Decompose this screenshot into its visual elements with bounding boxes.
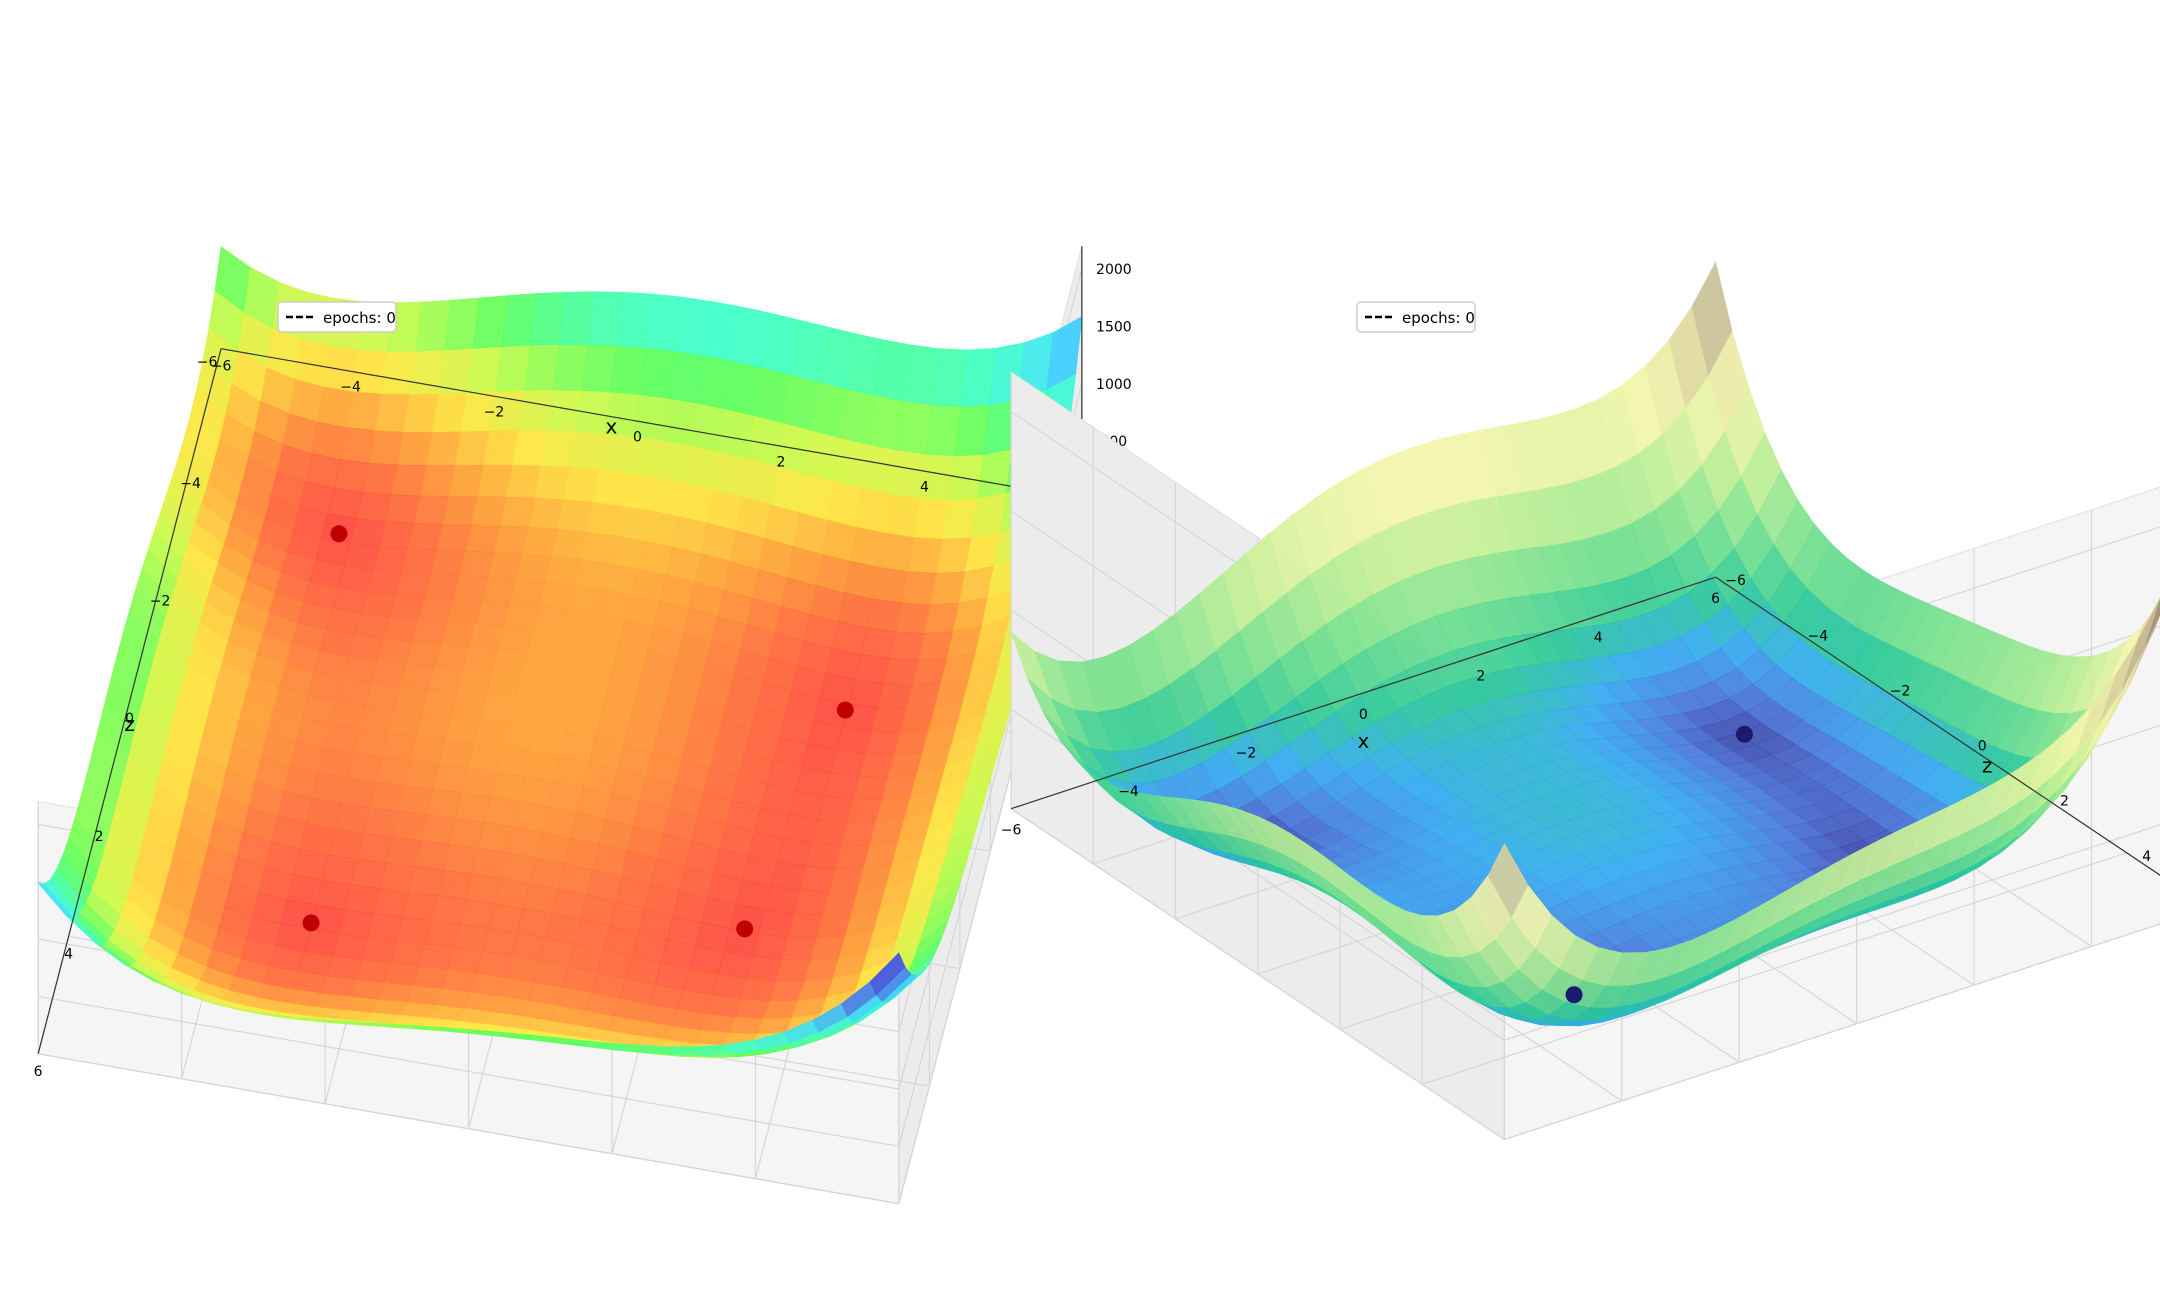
vertical-tick-label: 1000 bbox=[1096, 377, 1132, 393]
vertical-tick-label: 2000 bbox=[1096, 262, 1132, 278]
z-tick-label: 2 bbox=[2060, 794, 2069, 810]
minimum-point-1 bbox=[1565, 986, 1583, 1004]
right-legend-box bbox=[1356, 301, 1476, 333]
minimum-point-2 bbox=[302, 914, 320, 932]
left-points bbox=[302, 525, 854, 938]
left-legend: epochs: 0 bbox=[277, 301, 397, 333]
x-tick-label: −4 bbox=[340, 380, 361, 396]
minimum-point-4 bbox=[836, 701, 854, 719]
axis-line bbox=[1010, 576, 1716, 810]
z-tick-label: −4 bbox=[180, 476, 201, 492]
minimum-point-3 bbox=[330, 525, 348, 543]
x-tick-label: −6 bbox=[197, 355, 218, 371]
x-tick-label: −6 bbox=[1001, 823, 1022, 839]
right-tick-labels: −6−6−4−4−2−2002244660500100015002000xz bbox=[1001, 573, 2151, 865]
surface-patch bbox=[2152, 612, 2160, 634]
z-tick-label: 4 bbox=[2142, 849, 2151, 865]
x-tick-label: 6 bbox=[1711, 591, 1720, 607]
left-legend-box bbox=[277, 301, 397, 333]
x-tick-label: −2 bbox=[484, 405, 505, 421]
surface-patch bbox=[1691, 261, 1733, 376]
axis-line bbox=[37, 348, 222, 1054]
right-legend: epochs: 0 bbox=[1356, 301, 1476, 333]
surface-patch bbox=[1487, 843, 1529, 918]
z-tick-label: −6 bbox=[211, 359, 232, 375]
axis-line bbox=[1715, 576, 2160, 876]
right-surface bbox=[1010, 261, 2160, 1027]
x-tick-label: 0 bbox=[633, 430, 642, 446]
minimum-point-2 bbox=[1735, 725, 1753, 743]
z-tick-label: 0 bbox=[125, 711, 134, 727]
right-points bbox=[1565, 725, 1753, 1004]
z-tick-label: 2 bbox=[95, 829, 104, 845]
left-legend-label: epochs: 0 bbox=[323, 309, 396, 327]
x-tick-label: 4 bbox=[1594, 630, 1603, 646]
surface-patch bbox=[1046, 316, 1083, 390]
surface-patch bbox=[2145, 599, 2160, 647]
z-axis-label: z bbox=[1982, 754, 1993, 778]
surface-patch bbox=[37, 882, 74, 919]
right-axis-lines bbox=[1010, 576, 2160, 876]
surface-patch bbox=[869, 952, 906, 996]
gridline bbox=[38, 1053, 900, 1205]
left-surface bbox=[37, 246, 1083, 1058]
surface-patch bbox=[214, 246, 251, 313]
z-tick-label: −2 bbox=[150, 594, 171, 610]
x-axis-label: x bbox=[1357, 729, 1369, 753]
z-tick-label: −6 bbox=[1725, 573, 1746, 589]
x-tick-label: −4 bbox=[1118, 784, 1139, 800]
right-surface-plot: −6−6−4−4−2−2002244660500100015002000xz bbox=[1001, 261, 2160, 1141]
x-tick-label: −2 bbox=[1236, 746, 1257, 762]
surface-patch bbox=[741, 457, 777, 505]
z-tick-label: 4 bbox=[64, 946, 73, 962]
right-legend-label: epochs: 0 bbox=[1402, 309, 1475, 327]
z-tick-label: 0 bbox=[1978, 739, 1987, 755]
gridline bbox=[1422, 852, 2127, 1085]
x-axis-label: x bbox=[606, 415, 618, 439]
x-tick-label: 0 bbox=[1359, 707, 1368, 723]
gridline bbox=[1504, 923, 2160, 1141]
gridline bbox=[1010, 808, 1505, 1140]
axis-line bbox=[220, 348, 1082, 500]
vertical-tick-label: 1500 bbox=[1096, 320, 1132, 336]
minimum-point-1 bbox=[736, 920, 754, 938]
z-tick-label: 6 bbox=[34, 1064, 43, 1080]
gridline bbox=[38, 995, 900, 1147]
x-tick-label: 2 bbox=[1476, 668, 1485, 684]
x-tick-label: 4 bbox=[920, 480, 929, 496]
z-tick-label: −4 bbox=[1807, 628, 1828, 644]
z-axis-label: z bbox=[124, 712, 135, 736]
surface-patch bbox=[2121, 597, 2160, 690]
z-tick-label: −2 bbox=[1890, 683, 1911, 699]
x-tick-label: 2 bbox=[776, 455, 785, 471]
